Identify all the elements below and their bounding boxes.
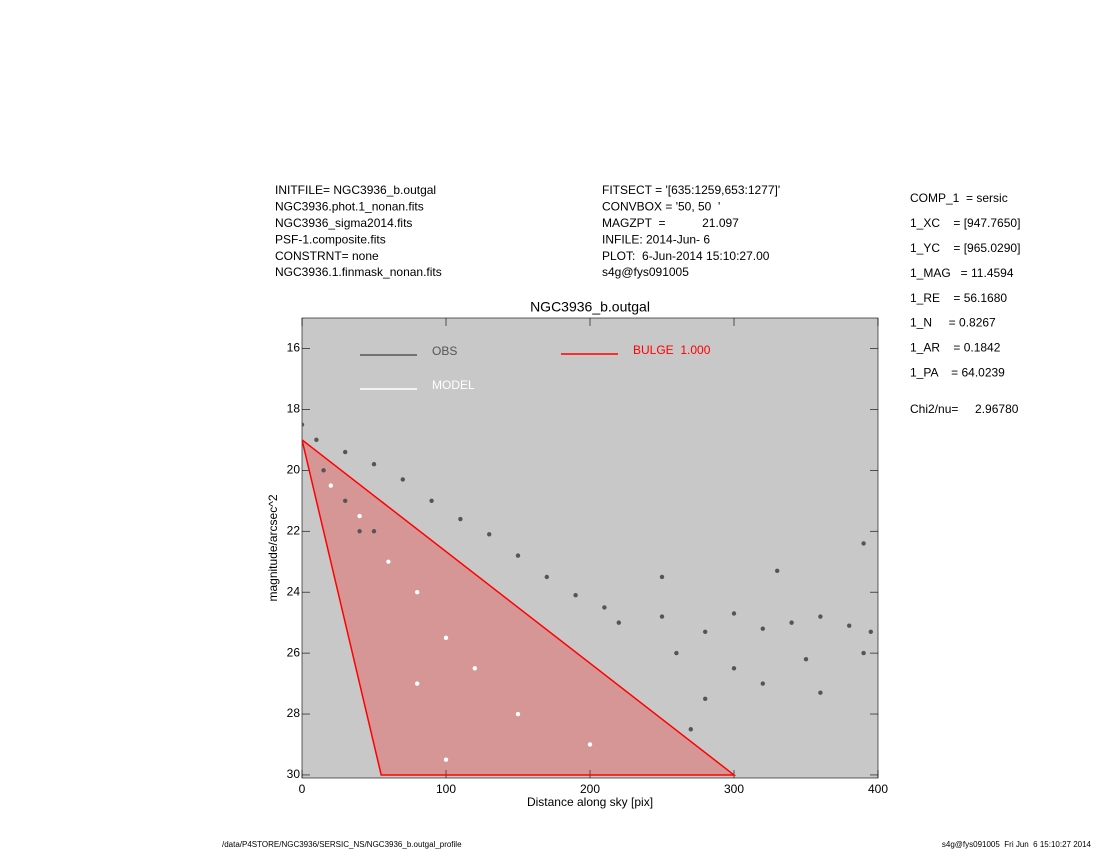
info-right: 1_N = 0.8267 [910,316,996,330]
info-middle: s4g@fys091005 [602,265,689,279]
data-point [818,690,823,695]
y-tick-label: 28 [287,706,301,720]
info-left: NGC3936.1.finmask_nonan.fits [275,265,442,279]
y-tick-label: 16 [287,341,301,355]
data-point [371,462,377,467]
info-left: NGC3936_sigma2014.fits [275,216,412,230]
info-right: 1_YC = [965.0290] [910,241,1020,255]
data-point [357,529,362,534]
data-point [674,650,679,656]
data-point [415,681,420,686]
x-axis-label: Distance along sky [pix] [527,795,653,809]
info-right: 1_AR = 0.1842 [910,341,1001,355]
info-left: INITFILE= NGC3936_b.outgal [275,183,436,197]
data-point [400,477,405,482]
data-point [429,498,434,503]
data-point [343,449,348,455]
data-point [573,593,578,598]
data-point [515,553,521,558]
x-tick-label: 400 [868,782,888,796]
legend-label: BULGE 1.000 [633,343,711,357]
x-tick-label: 0 [299,782,306,796]
data-point [544,574,549,580]
y-tick-label: 30 [287,767,301,781]
data-point [775,568,780,574]
y-tick-label: 26 [287,645,301,659]
data-point [616,620,621,625]
data-point [443,635,449,641]
info-middle: CONVBOX = '50, 50 ' [602,200,720,214]
info-middle: PLOT: 6-Jun-2014 15:10:27.00 [602,249,770,263]
info-right: 1_XC = [947.7650] [910,216,1020,230]
data-point [321,468,326,473]
info-middle: FITSECT = '[635:1259,653:1277]' [602,183,780,197]
data-point [515,711,521,717]
y-tick-label: 22 [287,523,301,537]
info-right: 1_MAG = 11.4594 [910,266,1014,280]
model-area [302,439,737,776]
y-tick-label: 24 [287,584,301,598]
footer-left: /data/P4STORE/NGC3936/SERSIC_NS/NGC3936_… [222,840,462,849]
plot-background [301,317,879,779]
x-tick-label: 200 [580,782,600,796]
data-point [659,574,665,580]
x-tick-label: 300 [724,782,744,796]
data-point [868,629,873,634]
y-axis-label: magnitude/arcsec^2 [266,494,280,601]
y-tick-label: 20 [287,462,301,476]
data-point [731,611,737,616]
data-point [443,757,449,762]
data-point [731,666,737,671]
data-point [861,650,866,656]
footer-right: s4g@fys091005 Fri Jun 6 15:10:27 2014 [942,840,1092,849]
data-point [587,742,593,747]
info-middle: MAGZPT = 21.097 [602,216,739,230]
info-right: COMP_1 = sersic [910,191,1008,205]
info-left: PSF-1.composite.fits [275,232,386,246]
info-right: 1_PA = 64.0239 [910,365,1005,379]
info-left: NGC3936.phot.1_nonan.fits [275,200,424,214]
data-point [760,681,765,686]
data-point [789,620,794,625]
data-point [803,656,809,662]
data-point [314,437,319,443]
data-point [458,516,463,522]
data-point [357,513,362,519]
data-point [703,629,708,634]
data-point [659,614,665,619]
data-point [487,532,492,537]
data-point [415,589,420,595]
x-tick-label: 100 [436,782,456,796]
legend-label: OBS [432,344,457,358]
data-point [328,483,333,488]
data-point [760,626,765,631]
data-point [472,666,477,671]
data-point [861,541,866,546]
legend-label: MODEL [432,378,475,392]
data-point [302,422,305,427]
info-middle: INFILE: 2014-Jun- 6 [602,232,710,246]
info-right: 1_RE = 56.1680 [910,291,1007,305]
data-point [371,529,377,534]
data-point [847,623,852,628]
chart-title: NGC3936_b.outgal [530,299,650,315]
y-tick-label: 18 [287,402,301,416]
info-left: CONSTRNT= none [275,249,379,263]
data-point [703,696,708,701]
data-point [343,498,348,503]
data-point [602,605,607,610]
data-point [818,614,823,619]
data-point [386,559,391,564]
chi2: Chi2/nu= 2.96780 [910,402,1019,416]
data-point [688,727,693,732]
